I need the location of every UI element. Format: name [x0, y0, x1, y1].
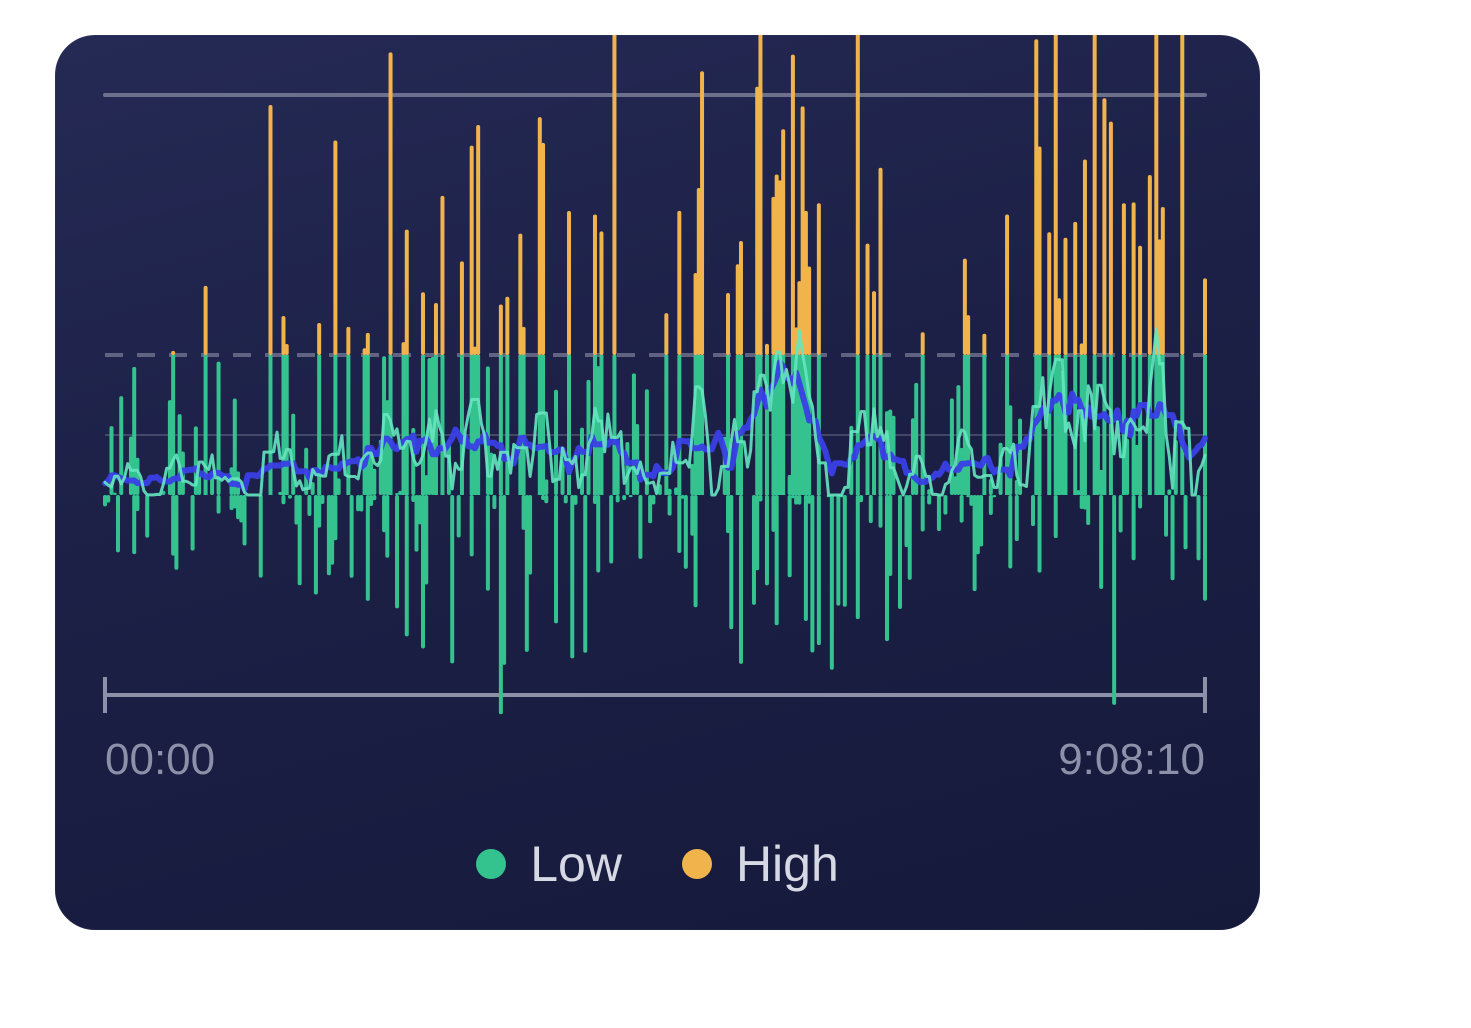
legend-label: Low	[530, 835, 622, 893]
chart-card: 00:00 9:08:10 Low High	[55, 35, 1260, 930]
legend: Low High	[55, 835, 1260, 893]
legend-dot	[476, 849, 506, 879]
spike-chart	[55, 35, 1260, 930]
x-end-label: 9:08:10	[1058, 735, 1205, 785]
x-start-label: 00:00	[105, 735, 215, 785]
legend-label: High	[736, 835, 839, 893]
legend-dot	[682, 849, 712, 879]
series-high	[171, 35, 1207, 355]
stage: 00:00 9:08:10 Low High	[0, 0, 1471, 1028]
legend-item: High	[682, 835, 839, 893]
legend-item: Low	[476, 835, 622, 893]
